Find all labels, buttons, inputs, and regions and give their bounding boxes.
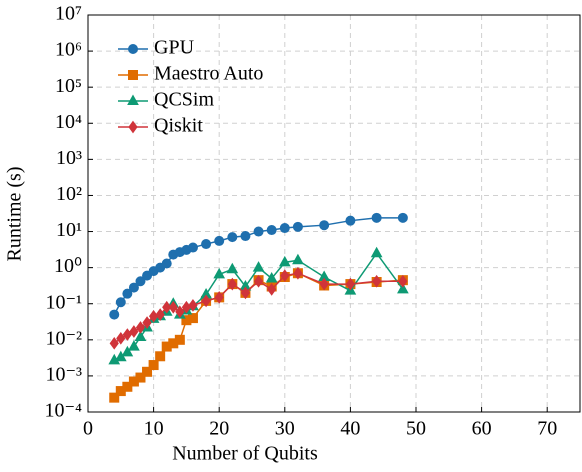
marker <box>128 44 138 54</box>
marker <box>252 261 265 272</box>
y-tick-label: 10⁻⁴ <box>44 400 82 422</box>
y-axis-label: Runtime (s) <box>4 167 26 262</box>
y-tick-label: 10² <box>56 183 82 205</box>
marker <box>155 351 166 362</box>
marker <box>266 225 277 236</box>
marker <box>135 321 146 334</box>
marker <box>240 231 251 242</box>
marker <box>148 360 159 371</box>
y-tick-label: 10³ <box>56 147 82 169</box>
marker <box>253 274 264 288</box>
marker <box>127 94 139 105</box>
marker <box>213 267 226 279</box>
series <box>109 268 408 403</box>
marker <box>162 300 172 314</box>
marker <box>292 221 303 232</box>
marker <box>128 282 139 293</box>
legend: GPU Maestro Auto QCSim Qiskit <box>118 37 263 137</box>
marker <box>128 120 138 134</box>
marker <box>319 277 329 291</box>
x-tick-label: 10 <box>144 418 164 440</box>
marker <box>142 316 152 329</box>
marker <box>292 253 304 265</box>
marker <box>134 330 147 341</box>
marker <box>174 334 185 345</box>
y-tick-label: 10⁴ <box>55 111 82 133</box>
x-tick-label: 20 <box>209 418 229 440</box>
y-tick-label: 10¹ <box>56 219 82 241</box>
marker <box>129 325 139 338</box>
legend-label: Maestro Auto <box>154 63 263 85</box>
marker <box>227 232 238 243</box>
marker <box>109 336 119 350</box>
y-tick-label: 10⁷ <box>55 3 82 25</box>
marker <box>168 300 178 314</box>
y-tick-label: 10⁵ <box>55 75 82 97</box>
marker <box>121 345 134 357</box>
y-tick-label: 10⁶ <box>55 39 82 61</box>
marker <box>398 274 408 288</box>
marker <box>201 294 211 308</box>
marker <box>175 305 185 319</box>
marker <box>214 291 224 304</box>
marker <box>227 277 237 291</box>
marker <box>115 297 126 308</box>
y-tick-label: 10⁻¹ <box>45 291 82 313</box>
y-tick-label: 10⁻³ <box>45 364 82 386</box>
marker <box>109 392 120 403</box>
marker <box>135 276 146 287</box>
marker <box>265 271 278 283</box>
marker <box>135 372 146 383</box>
marker <box>226 262 239 274</box>
legend-label: QCSim <box>154 89 214 111</box>
marker <box>397 212 408 223</box>
marker <box>109 309 120 320</box>
marker <box>280 269 290 282</box>
marker <box>161 258 172 269</box>
marker <box>187 313 198 324</box>
series-line <box>113 272 403 399</box>
x-tick-label: 50 <box>406 418 426 440</box>
x-axis-label: Number of Qubits <box>172 443 318 465</box>
marker <box>122 328 132 341</box>
marker <box>397 282 409 294</box>
marker <box>345 215 356 226</box>
x-tick-label: 0 <box>83 418 93 440</box>
series <box>109 266 408 350</box>
x-tick-label: 40 <box>340 418 360 440</box>
y-tick-label: 10⁰ <box>54 255 82 277</box>
marker <box>128 340 140 351</box>
marker <box>128 70 138 80</box>
marker <box>370 246 383 258</box>
plot-frame <box>87 14 581 413</box>
marker <box>201 239 212 250</box>
marker <box>122 288 133 299</box>
marker <box>253 226 264 237</box>
marker <box>122 381 133 392</box>
marker <box>116 331 126 345</box>
marker <box>267 283 277 296</box>
marker <box>214 235 225 246</box>
marker <box>293 266 303 280</box>
marker <box>240 286 251 300</box>
x-tick-label: 60 <box>472 418 492 440</box>
marker <box>371 212 382 223</box>
x-tick-label: 70 <box>537 418 557 440</box>
marker <box>142 366 153 377</box>
marker <box>345 277 356 291</box>
legend-label: GPU <box>154 37 195 59</box>
marker <box>187 242 198 253</box>
marker <box>279 223 290 234</box>
y-tick-label: 10⁻² <box>45 327 82 349</box>
marker <box>319 220 330 231</box>
marker <box>188 299 198 312</box>
marker <box>278 255 291 267</box>
x-tick-label: 30 <box>275 418 295 440</box>
marker <box>155 308 165 321</box>
series <box>109 212 408 320</box>
legend-label: Qiskit <box>154 115 203 137</box>
marker <box>372 274 382 288</box>
